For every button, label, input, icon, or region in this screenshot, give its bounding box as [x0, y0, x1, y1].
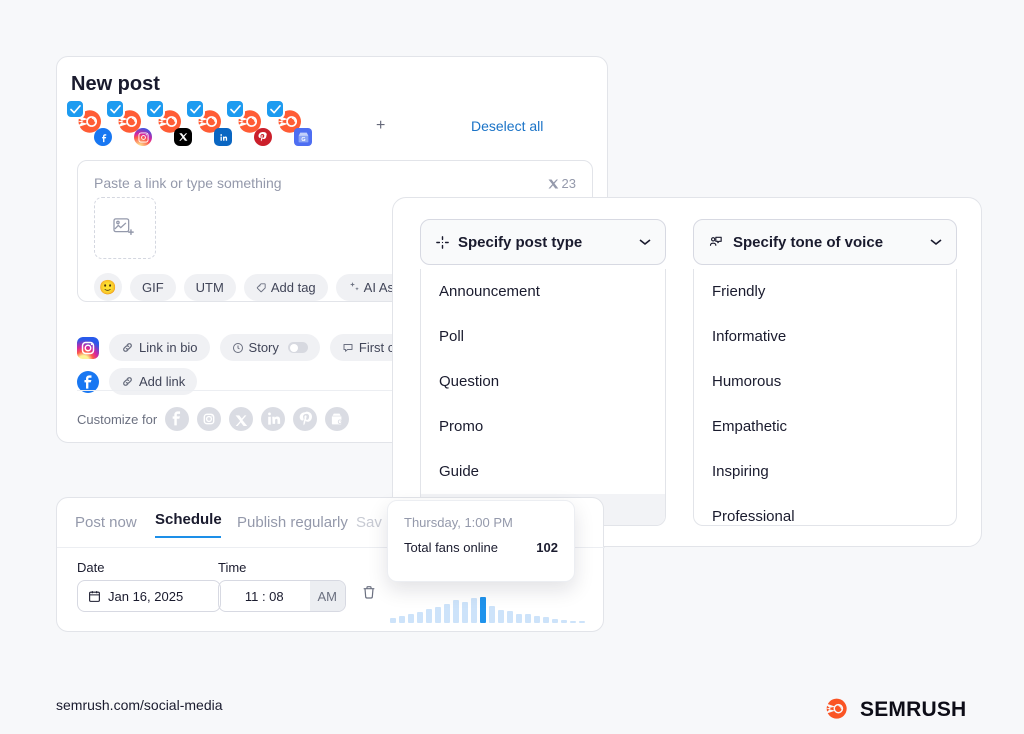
svg-text:G: G [338, 420, 343, 426]
svg-text:G: G [301, 137, 305, 143]
